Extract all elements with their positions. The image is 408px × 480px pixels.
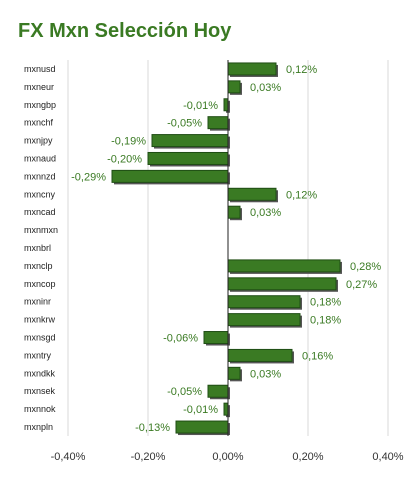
bar (111, 169, 229, 183)
category-label: mxnpln (24, 422, 53, 432)
value-label: 0,18% (310, 315, 341, 327)
category-label: mxninr (24, 297, 51, 307)
value-label: -0,01% (183, 404, 218, 416)
bar (147, 151, 229, 165)
value-label: -0,29% (71, 171, 106, 183)
value-label: -0,05% (167, 118, 202, 130)
bar (227, 187, 277, 201)
value-label: -0,01% (183, 100, 218, 112)
category-label: mxnbrl (24, 243, 51, 253)
bar (207, 384, 229, 398)
bar (227, 348, 293, 362)
bar (207, 116, 229, 130)
bar (223, 98, 229, 112)
bar (203, 331, 229, 345)
value-label: 0,16% (302, 350, 333, 362)
x-tick-label: 0,00% (212, 451, 243, 463)
value-label: 0,27% (346, 279, 377, 291)
category-label: mxnsgd (24, 333, 56, 343)
value-label: -0,06% (163, 333, 198, 345)
bar (227, 80, 241, 94)
chart-title: FX Mxn Selección Hoy (18, 20, 232, 42)
category-label: mxnchf (24, 118, 54, 128)
category-label: mxncop (24, 279, 56, 289)
x-tick-label: -0,40% (51, 451, 86, 463)
category-label: mxnclp (24, 261, 53, 271)
value-label: -0,13% (135, 422, 170, 434)
x-tick-label: 0,40% (372, 451, 403, 463)
bar (227, 366, 241, 380)
bar (151, 134, 229, 148)
value-label: 0,03% (250, 82, 281, 94)
value-label: 0,18% (310, 297, 341, 309)
x-tick-label: -0,20% (131, 451, 166, 463)
value-label: 0,12% (286, 189, 317, 201)
category-label: mxndkk (24, 368, 56, 378)
category-label: mxntry (24, 350, 52, 360)
bar (227, 313, 301, 327)
category-label: mxnjpy (24, 136, 53, 146)
bar (227, 205, 241, 219)
value-label: 0,03% (250, 207, 281, 219)
bar (223, 402, 229, 416)
bar (227, 295, 301, 309)
bar (227, 62, 277, 76)
category-label: mxnsek (24, 386, 56, 396)
category-label: mxnnzd (24, 171, 56, 181)
category-label: mxncny (24, 189, 56, 199)
value-label: 0,28% (350, 261, 381, 273)
bar (227, 277, 337, 291)
category-label: mxnmxn (24, 225, 58, 235)
value-label: -0,19% (111, 136, 146, 148)
x-tick-label: 0,20% (292, 451, 323, 463)
category-label: mxnnok (24, 404, 56, 414)
category-label: mxngbp (24, 100, 56, 110)
value-label: -0,05% (167, 386, 202, 398)
bar (227, 259, 341, 273)
category-label: mxnkrw (24, 315, 55, 325)
category-label: mxnusd (24, 64, 56, 74)
value-label: -0,20% (107, 153, 142, 165)
category-label: mxncad (24, 207, 56, 217)
category-label: mxnaud (24, 153, 56, 163)
value-label: 0,12% (286, 64, 317, 76)
category-label: mxneur (24, 82, 54, 92)
value-label: 0,03% (250, 368, 281, 380)
bar (175, 420, 229, 434)
